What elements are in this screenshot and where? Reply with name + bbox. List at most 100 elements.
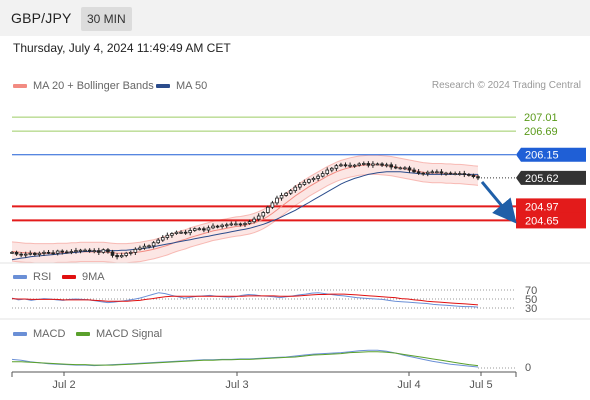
candle-body	[28, 252, 33, 255]
candle	[124, 251, 129, 258]
candle	[307, 178, 311, 185]
legend-rsi-ma: 9MA	[62, 271, 105, 283]
candle-body	[101, 249, 106, 253]
candle	[206, 225, 211, 233]
candle	[448, 171, 453, 175]
candle-body	[330, 167, 334, 171]
candle	[343, 162, 348, 168]
candle	[435, 169, 439, 174]
legend-macd-signal-label: MACD Signal	[96, 328, 163, 340]
candle-body	[320, 173, 325, 177]
candle	[188, 227, 192, 236]
candle	[425, 170, 430, 177]
x-tick-label: Jul 3	[225, 379, 248, 391]
candle	[10, 251, 14, 254]
candle	[439, 169, 444, 176]
candle-body	[366, 163, 371, 166]
candle	[457, 171, 462, 176]
candle-body	[106, 249, 110, 253]
support-tag	[516, 212, 586, 229]
candle	[288, 188, 293, 196]
candle	[46, 250, 51, 255]
timeframe-selector[interactable]: 30 MIN	[81, 7, 132, 31]
candle	[220, 223, 224, 229]
candle-body	[142, 245, 147, 249]
candle	[375, 162, 380, 166]
candle	[110, 249, 115, 258]
candle	[238, 222, 243, 227]
last-price-tag	[516, 170, 586, 185]
candle-body	[37, 252, 42, 255]
support-label: 204.97	[525, 201, 559, 213]
chart-header: GBP/JPY 30 MIN	[0, 0, 590, 36]
candle-body	[339, 164, 343, 167]
candle	[115, 253, 119, 260]
rsi-tick-label: 30	[525, 303, 537, 315]
bollinger-lower	[11, 173, 479, 264]
candle	[69, 249, 74, 255]
candle	[60, 249, 65, 255]
candle-body	[467, 174, 471, 176]
candle-body	[220, 224, 224, 227]
candle	[334, 164, 339, 171]
candle	[174, 230, 179, 235]
candle-body	[453, 173, 457, 175]
candle-body	[389, 164, 393, 168]
candle-body	[229, 223, 234, 226]
pivot-tag	[516, 147, 586, 162]
macd-swatch	[13, 332, 27, 337]
candle	[298, 182, 302, 190]
candle-body	[165, 234, 170, 238]
candle-body	[371, 163, 375, 166]
x-tick-label: Jul 5	[469, 379, 492, 391]
candle	[270, 200, 275, 210]
candle	[256, 213, 261, 222]
candle	[183, 229, 188, 235]
candle-body	[430, 171, 435, 174]
legend-ma50: MA 50	[156, 80, 207, 92]
candle	[293, 185, 298, 193]
candle-body	[119, 255, 124, 258]
candle	[92, 248, 97, 254]
level-support-5: 204.65	[12, 212, 586, 229]
legend-ma20-label: MA 20 + Bollinger Bands	[33, 80, 154, 92]
resistance-label: 206.69	[524, 126, 558, 138]
candle-body	[151, 242, 156, 247]
candle	[325, 167, 330, 176]
candle-body	[202, 228, 206, 231]
bollinger-band-fill	[12, 155, 478, 263]
candle	[247, 219, 252, 225]
candle-body	[439, 171, 444, 174]
candle-body	[138, 247, 142, 250]
candle-body	[476, 176, 480, 179]
candle	[156, 238, 160, 245]
candle	[380, 162, 384, 167]
rsi-tick-label: 50	[525, 294, 537, 306]
candle-body	[302, 181, 307, 185]
candle-body	[357, 163, 362, 166]
candle-body	[275, 197, 279, 204]
candle	[28, 250, 33, 256]
legend-rsi: RSI	[13, 271, 51, 283]
price-panel: 207.01 206.69 206.15 205.62 204.97 204.65	[0, 112, 590, 264]
candle	[366, 161, 371, 168]
candle	[19, 252, 23, 258]
candle-body	[133, 248, 138, 253]
candle-body	[65, 251, 69, 254]
candle-body	[343, 164, 348, 167]
candle-body	[361, 163, 366, 165]
candle	[192, 227, 197, 232]
candle	[142, 243, 147, 250]
candle	[430, 169, 435, 174]
timestamp: Thursday, July 4, 2024 11:49:49 AM CET	[13, 41, 231, 55]
candle-body	[69, 251, 74, 253]
candle	[160, 235, 165, 242]
candle-body	[147, 245, 151, 248]
candle	[74, 247, 78, 254]
candle	[384, 162, 389, 168]
candle	[311, 176, 316, 182]
candle	[416, 169, 421, 175]
candle	[352, 163, 357, 168]
candle	[51, 250, 55, 255]
candle	[393, 164, 398, 170]
